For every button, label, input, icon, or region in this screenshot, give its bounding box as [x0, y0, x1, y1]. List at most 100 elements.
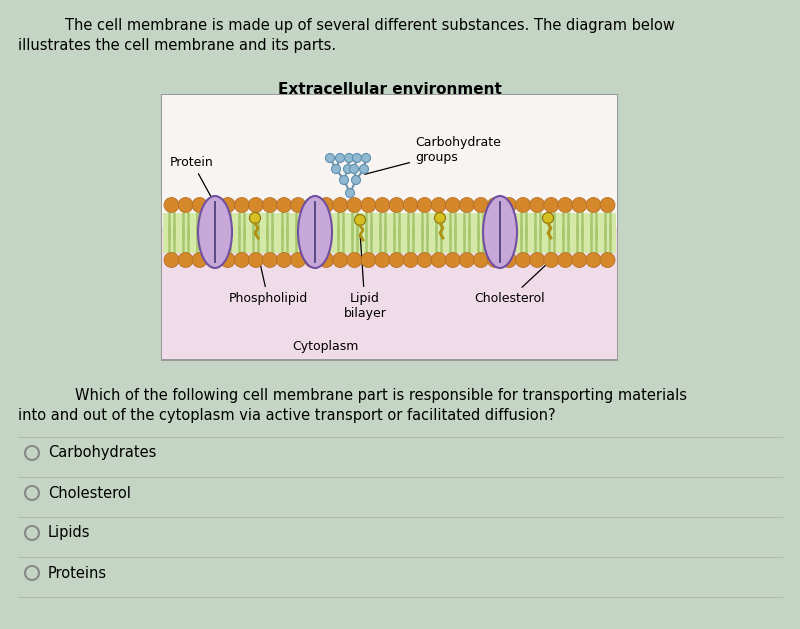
Circle shape	[248, 198, 263, 213]
Ellipse shape	[298, 196, 332, 268]
Circle shape	[487, 252, 502, 267]
Circle shape	[192, 198, 207, 213]
Circle shape	[192, 252, 207, 267]
Circle shape	[542, 213, 554, 223]
Circle shape	[572, 198, 587, 213]
Circle shape	[487, 198, 502, 213]
Bar	[162, 95, 617, 227]
Bar	[162, 95, 617, 360]
Text: Cytoplasm: Cytoplasm	[292, 340, 358, 353]
Circle shape	[403, 198, 418, 213]
Ellipse shape	[198, 196, 232, 268]
Circle shape	[389, 198, 404, 213]
Circle shape	[277, 198, 291, 213]
Circle shape	[417, 252, 432, 267]
Circle shape	[333, 198, 348, 213]
Circle shape	[431, 198, 446, 213]
Circle shape	[359, 165, 369, 174]
Bar	[163, 213, 616, 252]
Circle shape	[572, 252, 587, 267]
Ellipse shape	[483, 196, 517, 268]
Text: Proteins: Proteins	[48, 565, 107, 581]
Circle shape	[375, 198, 390, 213]
Circle shape	[502, 198, 517, 213]
Circle shape	[354, 214, 366, 226]
Circle shape	[600, 252, 615, 267]
Circle shape	[277, 252, 291, 267]
Circle shape	[375, 252, 390, 267]
Circle shape	[459, 252, 474, 267]
Text: Carbohydrate
groups: Carbohydrate groups	[365, 136, 501, 174]
Circle shape	[343, 165, 353, 174]
Circle shape	[331, 165, 341, 174]
Circle shape	[318, 198, 334, 213]
Circle shape	[586, 198, 601, 213]
Text: Extracellular environment: Extracellular environment	[278, 82, 502, 97]
Text: Lipids: Lipids	[48, 525, 90, 540]
Circle shape	[502, 252, 517, 267]
Circle shape	[346, 189, 354, 198]
Circle shape	[335, 153, 345, 162]
Circle shape	[318, 252, 334, 267]
Circle shape	[434, 213, 446, 223]
Circle shape	[305, 252, 320, 267]
Text: Carbohydrates: Carbohydrates	[48, 445, 156, 460]
Circle shape	[262, 198, 278, 213]
Circle shape	[362, 153, 370, 162]
Circle shape	[403, 252, 418, 267]
Circle shape	[600, 198, 615, 213]
Circle shape	[178, 252, 193, 267]
Circle shape	[350, 165, 358, 174]
Circle shape	[351, 175, 361, 184]
Circle shape	[220, 252, 235, 267]
Circle shape	[290, 252, 306, 267]
Circle shape	[206, 198, 221, 213]
Circle shape	[339, 175, 349, 184]
Circle shape	[234, 198, 250, 213]
Circle shape	[530, 252, 545, 267]
Circle shape	[250, 213, 261, 223]
Circle shape	[544, 198, 558, 213]
Circle shape	[459, 198, 474, 213]
Circle shape	[347, 198, 362, 213]
Circle shape	[206, 252, 221, 267]
Circle shape	[474, 198, 489, 213]
Circle shape	[164, 252, 179, 267]
Text: The cell membrane is made up of several different substances. The diagram below: The cell membrane is made up of several …	[65, 18, 675, 33]
Circle shape	[558, 198, 573, 213]
Circle shape	[474, 252, 489, 267]
Circle shape	[544, 252, 558, 267]
Text: into and out of the cytoplasm via active transport or facilitated diffusion?: into and out of the cytoplasm via active…	[18, 408, 556, 423]
Circle shape	[446, 198, 460, 213]
Circle shape	[234, 252, 250, 267]
Text: illustrates the cell membrane and its parts.: illustrates the cell membrane and its pa…	[18, 38, 336, 53]
Text: Phospholipid: Phospholipid	[228, 265, 308, 305]
Circle shape	[361, 198, 376, 213]
Circle shape	[558, 252, 573, 267]
Text: Cholesterol: Cholesterol	[474, 265, 546, 305]
Text: Lipid
bilayer: Lipid bilayer	[343, 235, 386, 320]
Circle shape	[178, 198, 193, 213]
Circle shape	[516, 198, 530, 213]
Circle shape	[164, 198, 179, 213]
Circle shape	[290, 198, 306, 213]
Circle shape	[353, 153, 362, 162]
Circle shape	[248, 252, 263, 267]
Circle shape	[446, 252, 460, 267]
Circle shape	[586, 252, 601, 267]
Circle shape	[389, 252, 404, 267]
Circle shape	[431, 252, 446, 267]
Circle shape	[220, 198, 235, 213]
Circle shape	[530, 198, 545, 213]
Circle shape	[347, 252, 362, 267]
Circle shape	[516, 252, 530, 267]
Text: Protein: Protein	[170, 155, 214, 201]
Circle shape	[326, 153, 334, 162]
Circle shape	[262, 252, 278, 267]
Circle shape	[345, 153, 354, 162]
Text: Which of the following cell membrane part is responsible for transporting materi: Which of the following cell membrane par…	[75, 388, 687, 403]
Circle shape	[417, 198, 432, 213]
Circle shape	[305, 198, 320, 213]
Text: Cholesterol: Cholesterol	[48, 486, 131, 501]
Circle shape	[361, 252, 376, 267]
